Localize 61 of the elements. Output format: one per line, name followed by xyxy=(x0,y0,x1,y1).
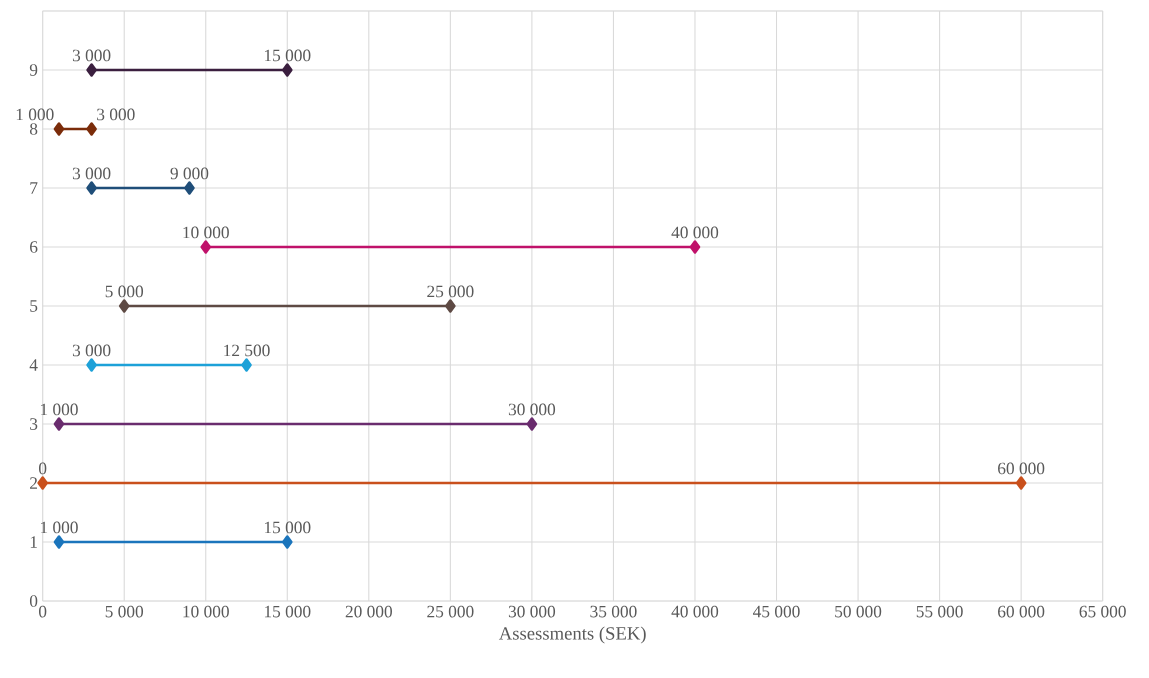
point xyxy=(118,299,130,313)
point xyxy=(53,535,65,549)
point xyxy=(526,417,538,431)
point xyxy=(281,63,293,77)
y-tick-label: 9 xyxy=(29,64,38,76)
x-tick-label: 55 000 xyxy=(916,605,963,618)
annotation: 30 000 xyxy=(508,403,556,416)
x-tick-label: 60 000 xyxy=(998,605,1045,618)
annotation: 3 000 xyxy=(72,344,111,357)
annotation: 1 000 xyxy=(41,521,78,534)
annotation: 15 000 xyxy=(264,521,311,534)
x-tick-label: 35 000 xyxy=(590,605,637,618)
annotation: 40 000 xyxy=(671,226,719,239)
point xyxy=(445,299,456,313)
x-tick-label: 50 000 xyxy=(835,605,882,618)
y-tick-label: 7 xyxy=(30,182,38,194)
y-tick-label: 2 xyxy=(30,477,38,489)
x-tick-label: 5 000 xyxy=(105,605,144,618)
annotation: 3 000 xyxy=(72,167,111,180)
point xyxy=(241,358,252,372)
x-tick-label: 40 000 xyxy=(671,605,719,618)
x-tick-label: 65 000 xyxy=(1079,605,1126,618)
x-tick-label: 45 000 xyxy=(753,605,800,618)
x-tick-label: 25 000 xyxy=(427,605,474,618)
point xyxy=(200,240,212,254)
annotation: 12 500 xyxy=(224,344,270,357)
x-tick-label: 20 000 xyxy=(345,605,392,618)
point xyxy=(689,240,701,254)
annotation: 25 000 xyxy=(427,285,474,298)
annotation: 15 000 xyxy=(264,49,311,62)
y-tick-label: 1 xyxy=(30,536,37,548)
x-axis-title: Assessments (SEK) xyxy=(498,626,646,644)
annotation: 5 000 xyxy=(105,285,144,298)
annotation: 3 000 xyxy=(72,49,111,62)
annotation: 9 000 xyxy=(170,167,209,180)
y-tick-label: 3 xyxy=(30,418,38,430)
point xyxy=(53,122,65,136)
point xyxy=(184,181,195,195)
x-tick-label: 30 000 xyxy=(508,605,556,618)
point xyxy=(37,476,49,490)
point xyxy=(53,417,65,431)
point xyxy=(86,122,97,136)
point xyxy=(281,535,293,549)
annotation: 1 000 xyxy=(16,108,54,121)
y-tick-label: 5 xyxy=(30,300,38,312)
point xyxy=(1015,476,1027,490)
point xyxy=(86,181,97,195)
x-tick-label: 0 xyxy=(39,605,47,618)
annotation: 60 000 xyxy=(998,462,1045,475)
annotation: 0 xyxy=(39,462,47,475)
point xyxy=(86,358,97,372)
y-tick-label: 4 xyxy=(29,359,38,371)
annotation: 10 000 xyxy=(183,226,229,239)
y-tick-label: 8 xyxy=(29,123,38,135)
annotation: 1 000 xyxy=(41,403,78,416)
y-tick-label: 6 xyxy=(30,241,38,253)
point xyxy=(86,63,97,77)
y-tick-label: 0 xyxy=(29,595,38,607)
x-tick-label: 10 000 xyxy=(183,605,229,618)
annotation: 3 000 xyxy=(97,108,135,121)
x-tick-label: 15 000 xyxy=(264,605,311,618)
